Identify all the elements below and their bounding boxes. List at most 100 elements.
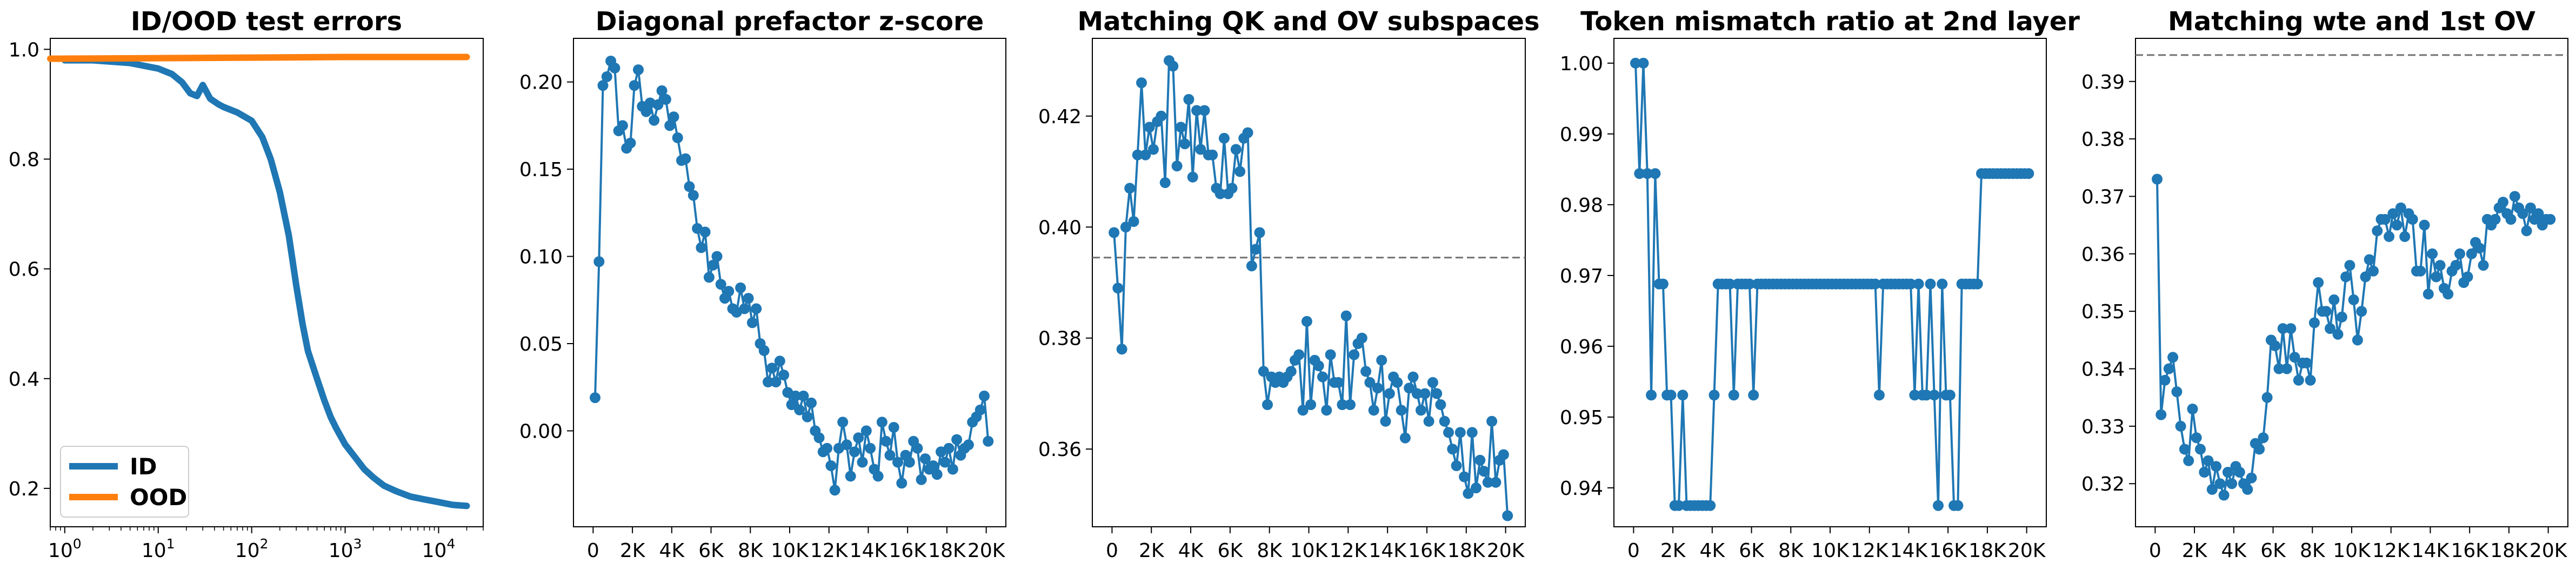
data-point bbox=[2328, 294, 2340, 305]
data-point bbox=[794, 404, 805, 415]
data-point bbox=[1921, 390, 1932, 401]
data-point bbox=[2415, 265, 2426, 277]
data-point bbox=[656, 85, 668, 96]
y-tick-label: 0.38 bbox=[2081, 129, 2125, 151]
data-point bbox=[1234, 166, 1246, 177]
data-point bbox=[2254, 444, 2265, 455]
x-tick-label: 0 bbox=[1106, 540, 1118, 562]
data-point bbox=[1407, 371, 1419, 383]
data-point bbox=[601, 71, 612, 82]
data-point bbox=[1870, 278, 1881, 290]
data-point bbox=[2391, 219, 2403, 231]
data-point bbox=[1301, 316, 1312, 327]
x-tick-label: 101 bbox=[142, 536, 175, 562]
data-point bbox=[2167, 352, 2179, 363]
data-point bbox=[1132, 149, 1143, 160]
data-point bbox=[2517, 208, 2528, 219]
data-point bbox=[1384, 388, 1395, 399]
data-point bbox=[1665, 390, 1677, 401]
data-point bbox=[979, 390, 990, 401]
data-point bbox=[1909, 390, 1920, 401]
x-tick-label: 2K bbox=[1139, 540, 1165, 562]
y-tick-label: 0.98 bbox=[1560, 195, 1603, 217]
data-point bbox=[1337, 399, 1348, 410]
data-point bbox=[2163, 363, 2174, 374]
data-point bbox=[1404, 383, 1415, 394]
data-point bbox=[1128, 216, 1139, 227]
panel-diagonal-zscore: Diagonal prefactor z-score 0 2K 4K 6K 8K 10K 1… bbox=[519, 6, 1006, 562]
data-point bbox=[1638, 57, 1649, 69]
x-tick-label: 20K bbox=[2008, 540, 2046, 562]
data-point bbox=[975, 404, 986, 415]
x-tick-label: 6K bbox=[2260, 540, 2286, 562]
data-point bbox=[2234, 467, 2245, 478]
data-point bbox=[2203, 455, 2214, 466]
data-point bbox=[1478, 466, 1490, 477]
data-point bbox=[1435, 399, 1446, 410]
data-point bbox=[829, 485, 840, 496]
y-tick-label: 0.4 bbox=[9, 368, 39, 391]
data-point bbox=[1724, 278, 1736, 290]
data-marks: 0 2K 4K 6K 8K 10K 12K 14K 16K 18K 20K 0.36 0.38 0.40 0… bbox=[1038, 55, 1525, 562]
y-tick-label: 0.8 bbox=[9, 149, 39, 171]
plot-area bbox=[573, 38, 1006, 527]
data-point bbox=[2320, 306, 2332, 317]
data-point bbox=[1490, 477, 1501, 488]
data-point bbox=[1167, 61, 1179, 72]
y-tick-label: 1.0 bbox=[9, 39, 39, 61]
data-point bbox=[723, 286, 735, 297]
data-point bbox=[1925, 278, 1936, 290]
data-point bbox=[1419, 388, 1431, 399]
data-point bbox=[2462, 271, 2473, 283]
y-tick-label: 0.32 bbox=[2081, 473, 2125, 495]
data-point bbox=[2509, 191, 2520, 202]
data-point bbox=[2372, 225, 2383, 237]
data-point bbox=[912, 442, 923, 454]
x-tick-label: 10K bbox=[1290, 540, 1329, 562]
data-point bbox=[2344, 260, 2355, 271]
data-point bbox=[660, 94, 671, 105]
x-tick-label: 14K bbox=[2412, 540, 2450, 562]
data-point bbox=[786, 399, 797, 410]
data-point bbox=[837, 417, 849, 428]
x-tick-label: 20K bbox=[1487, 540, 1525, 562]
data-point bbox=[1634, 168, 1645, 179]
y-tick-label: 0.39 bbox=[2081, 71, 2125, 93]
data-point bbox=[2222, 467, 2233, 478]
data-point bbox=[2199, 467, 2210, 478]
data-point bbox=[1313, 360, 1324, 372]
data-point bbox=[2352, 334, 2363, 346]
x-tick-label: 14K bbox=[1890, 540, 1928, 562]
data-point bbox=[1285, 366, 1297, 377]
data-point bbox=[825, 460, 837, 471]
y-tick-label: 0.05 bbox=[519, 333, 563, 356]
data-point bbox=[1112, 283, 1124, 294]
x-tick-label: 10K bbox=[2333, 540, 2371, 562]
data-point bbox=[2293, 374, 2304, 386]
x-tick-label: 8K bbox=[1778, 540, 1804, 562]
data-point bbox=[1195, 144, 1206, 155]
data-point bbox=[2152, 173, 2163, 185]
x-tick-label: 0 bbox=[587, 540, 599, 562]
data-point bbox=[1175, 122, 1186, 133]
data-point bbox=[2226, 478, 2238, 489]
data-point bbox=[951, 434, 963, 445]
data-point bbox=[2407, 214, 2418, 225]
x-tick-label: 12K bbox=[1851, 540, 1889, 562]
data-point bbox=[2525, 202, 2536, 213]
data-point bbox=[876, 417, 887, 428]
data-point bbox=[1171, 160, 1183, 172]
data-point bbox=[1459, 471, 1470, 482]
data-point bbox=[1744, 278, 1755, 290]
data-point bbox=[1399, 432, 1411, 444]
x-tick-label: 20K bbox=[967, 540, 1006, 562]
x-tick-label: 103 bbox=[329, 536, 362, 562]
x-tick-label: 16K bbox=[889, 540, 927, 562]
chart-title: Matching QK and OV subspaces bbox=[1077, 6, 1539, 37]
data-point bbox=[2332, 328, 2344, 340]
x-tick-label: 18K bbox=[1968, 540, 2007, 562]
series-line-ood bbox=[47, 53, 470, 62]
data-point bbox=[1179, 138, 1191, 150]
data-point bbox=[857, 457, 868, 468]
